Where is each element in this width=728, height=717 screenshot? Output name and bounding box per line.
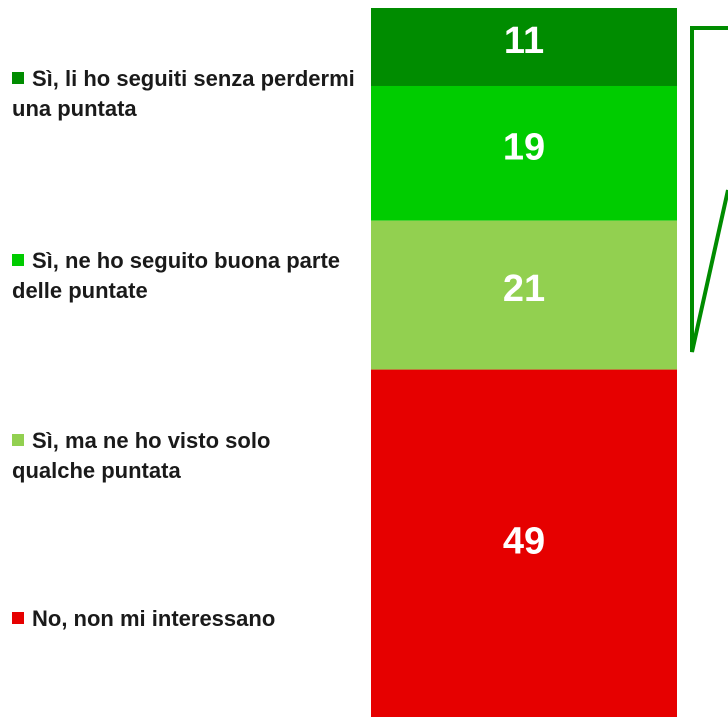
bar-segment xyxy=(371,8,677,86)
bar-segment xyxy=(371,220,677,370)
legend-marker xyxy=(12,434,24,446)
legend-label: Sì, li ho seguiti senza perdermi una pun… xyxy=(12,66,355,121)
data-label: 19 xyxy=(503,126,545,168)
legend-marker xyxy=(12,72,24,84)
legend-label: Sì, ma ne ho visto solo qualche puntata xyxy=(12,428,271,483)
legend-item: Sì, ma ne ho visto solo qualche puntata xyxy=(12,426,357,486)
legend-label: No, non mi interessano xyxy=(32,606,276,631)
data-label: 11 xyxy=(504,20,544,62)
legend-marker xyxy=(12,254,24,266)
bracket-arrow xyxy=(690,26,728,353)
bar-segment xyxy=(371,85,677,221)
legend-item: Sì, ne ho seguito buona parte delle punt… xyxy=(12,246,357,306)
legend-item: Sì, li ho seguiti senza perdermi una pun… xyxy=(12,64,357,124)
data-label: 49 xyxy=(503,520,545,562)
legend-label: Sì, ne ho seguito buona parte delle punt… xyxy=(12,248,341,303)
legend-item: No, non mi interessano xyxy=(12,604,357,634)
bar-segment xyxy=(371,369,677,717)
data-label: 21 xyxy=(503,268,545,310)
legend-marker xyxy=(12,612,24,624)
